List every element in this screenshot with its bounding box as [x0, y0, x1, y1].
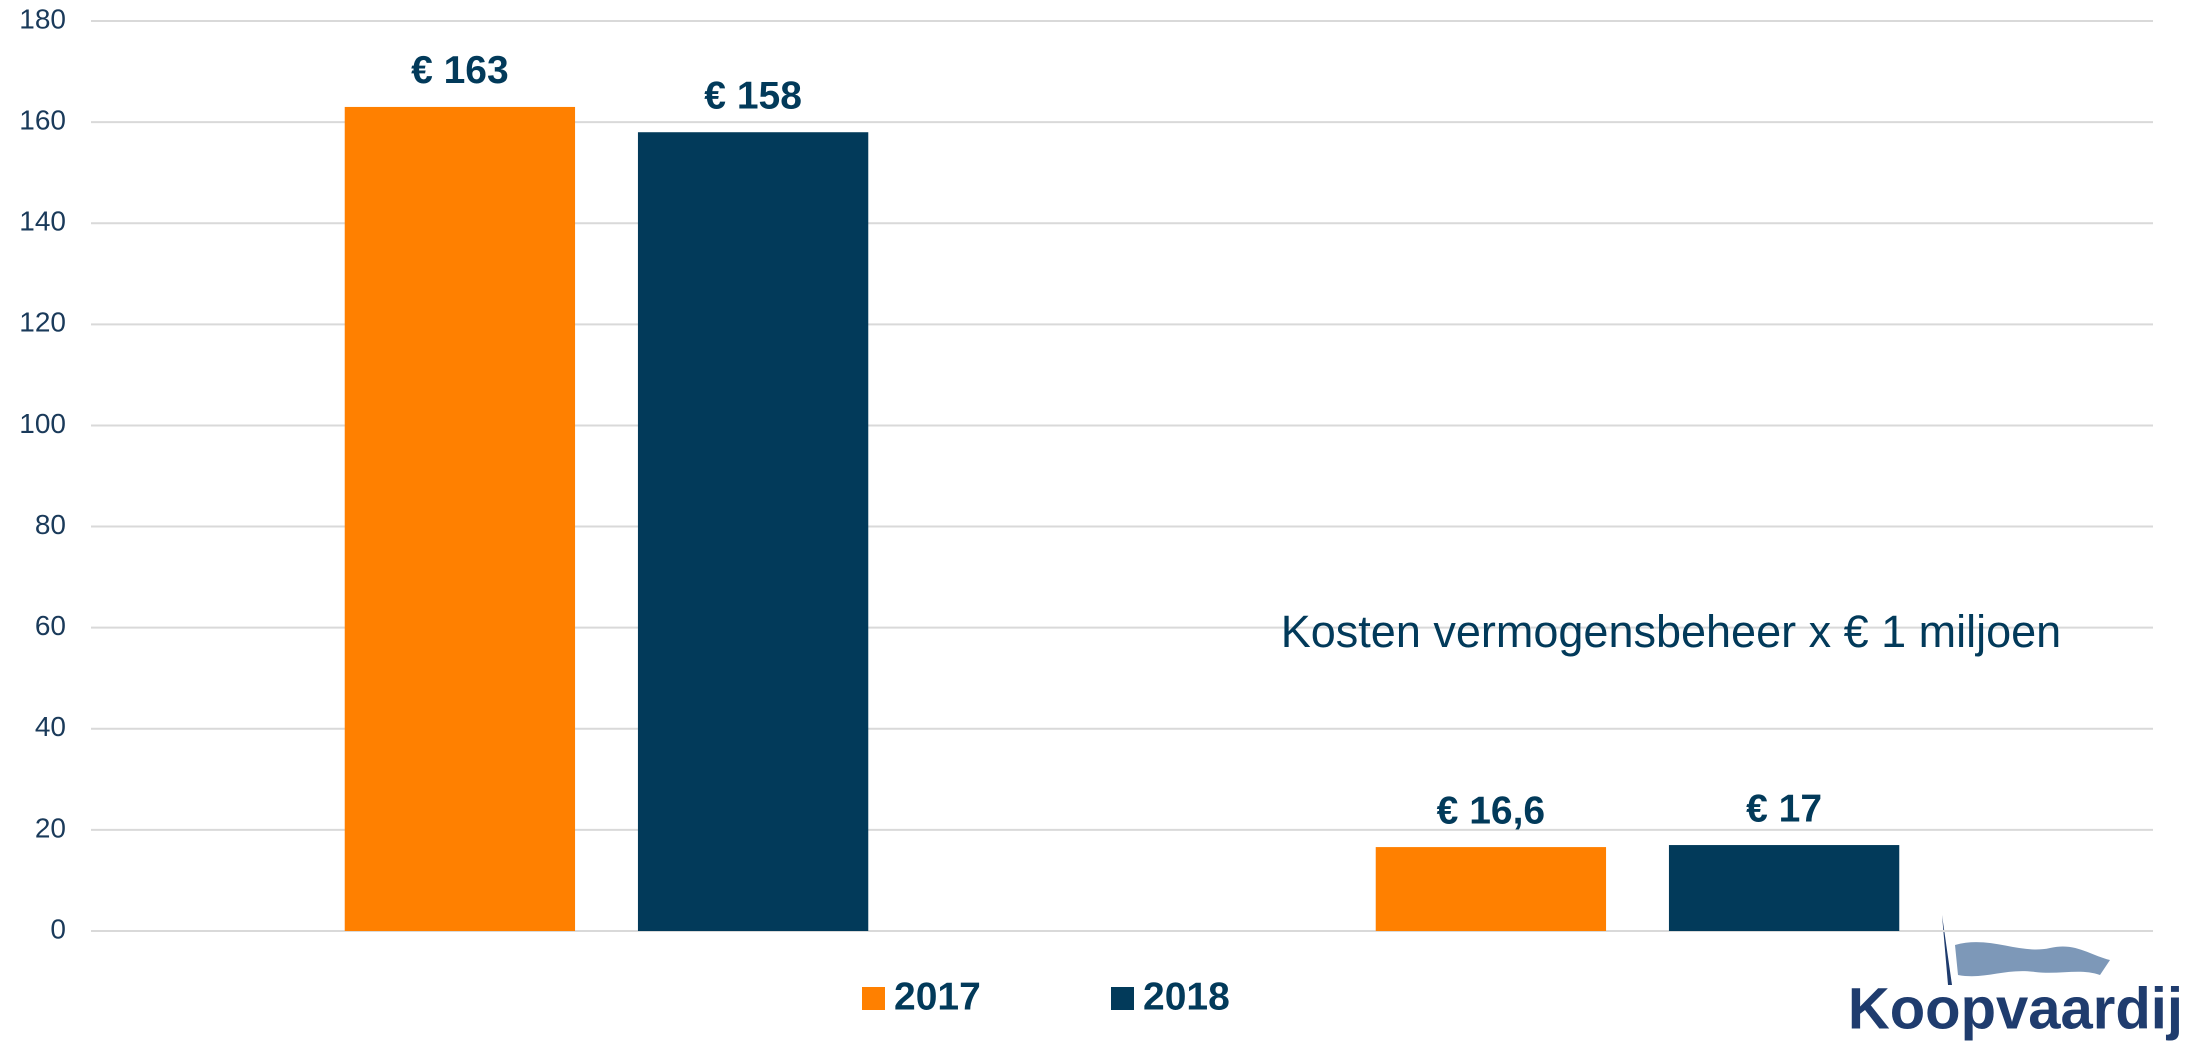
logo-text: Koopvaardij [1848, 976, 2183, 1041]
y-tick-label: 160 [19, 105, 66, 136]
y-tick-label: 40 [35, 711, 66, 742]
y-tick-label: 140 [19, 206, 66, 237]
value-label: € 158 [704, 75, 802, 118]
value-label: € 17 [1746, 787, 1822, 830]
logo-flag [1955, 942, 2110, 977]
y-tick-label: 20 [35, 812, 66, 843]
legend-swatch [1111, 987, 1134, 1010]
legend-swatch [862, 987, 885, 1010]
bar [344, 106, 576, 931]
legend-label: 2017 [894, 975, 981, 1018]
bar [1375, 847, 1607, 931]
bar [637, 132, 869, 931]
legend-label: 2018 [1143, 975, 1230, 1018]
annotation: Kosten vermogensbeheer x € 1 miljoen [1281, 606, 2061, 657]
y-tick-label: 0 [50, 913, 66, 944]
logo: Koopvaardij [1848, 915, 2183, 1041]
bar [1668, 845, 1900, 931]
y-tick-label: 100 [19, 408, 66, 439]
y-tick-label: 120 [19, 307, 66, 338]
y-tick-label: 80 [35, 509, 66, 540]
value-label: € 16,6 [1437, 789, 1545, 832]
value-label: € 163 [411, 49, 509, 92]
y-tick-label: 60 [35, 610, 66, 641]
y-tick-label: 180 [19, 3, 66, 34]
logo-mast [1942, 915, 1952, 985]
